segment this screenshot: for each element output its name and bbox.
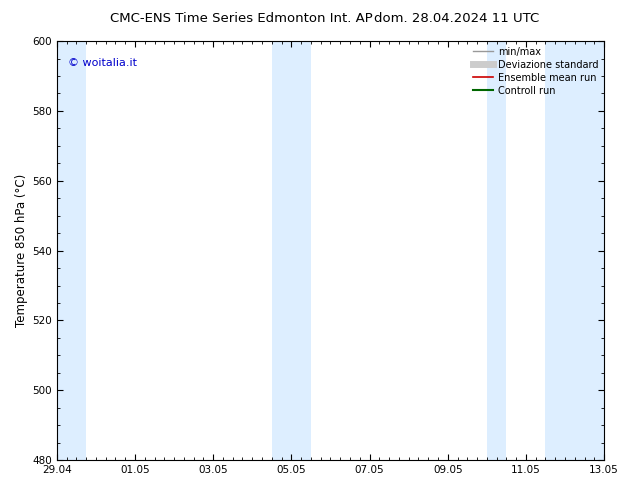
Text: © woitalia.it: © woitalia.it: [68, 58, 137, 68]
Bar: [292, 41, 311, 460]
Legend: min/max, Deviazione standard, Ensemble mean run, Controll run: min/max, Deviazione standard, Ensemble m…: [470, 43, 602, 99]
Bar: [545, 41, 604, 460]
Y-axis label: Temperature 850 hPa (°C): Temperature 850 hPa (°C): [15, 174, 28, 327]
Bar: [57, 41, 86, 460]
Text: CMC-ENS Time Series Edmonton Int. AP: CMC-ENS Time Series Edmonton Int. AP: [110, 12, 372, 25]
Text: dom. 28.04.2024 11 UTC: dom. 28.04.2024 11 UTC: [374, 12, 539, 25]
Bar: [272, 41, 292, 460]
Bar: [487, 41, 507, 460]
